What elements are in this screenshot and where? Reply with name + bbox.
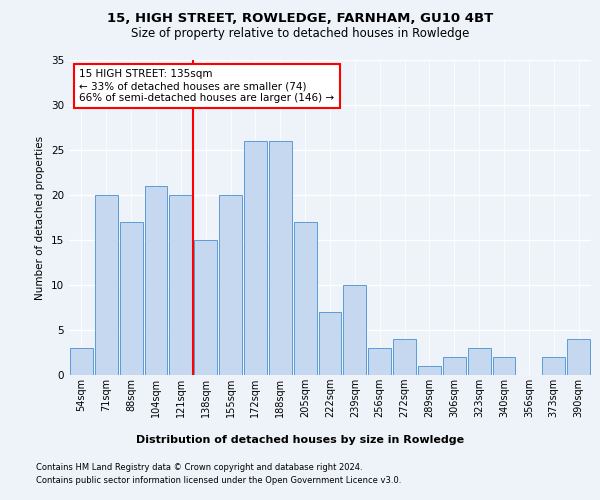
Bar	[418, 366, 441, 375]
Text: 15 HIGH STREET: 135sqm
← 33% of detached houses are smaller (74)
66% of semi-det: 15 HIGH STREET: 135sqm ← 33% of detached…	[79, 70, 335, 102]
Bar	[493, 357, 515, 375]
Bar	[269, 141, 292, 375]
Text: Distribution of detached houses by size in Rowledge: Distribution of detached houses by size …	[136, 435, 464, 445]
Bar	[194, 240, 217, 375]
Bar	[368, 348, 391, 375]
Bar	[294, 222, 317, 375]
Bar	[343, 285, 366, 375]
Bar	[145, 186, 167, 375]
Bar	[567, 339, 590, 375]
Text: Contains public sector information licensed under the Open Government Licence v3: Contains public sector information licen…	[36, 476, 401, 485]
Bar	[393, 339, 416, 375]
Bar	[244, 141, 267, 375]
Text: Size of property relative to detached houses in Rowledge: Size of property relative to detached ho…	[131, 28, 469, 40]
Text: 15, HIGH STREET, ROWLEDGE, FARNHAM, GU10 4BT: 15, HIGH STREET, ROWLEDGE, FARNHAM, GU10…	[107, 12, 493, 26]
Bar	[468, 348, 491, 375]
Bar	[169, 195, 192, 375]
Bar	[219, 195, 242, 375]
Bar	[443, 357, 466, 375]
Bar	[319, 312, 341, 375]
Bar	[120, 222, 143, 375]
Y-axis label: Number of detached properties: Number of detached properties	[35, 136, 46, 300]
Bar	[70, 348, 93, 375]
Text: Contains HM Land Registry data © Crown copyright and database right 2024.: Contains HM Land Registry data © Crown c…	[36, 462, 362, 471]
Bar	[95, 195, 118, 375]
Bar	[542, 357, 565, 375]
